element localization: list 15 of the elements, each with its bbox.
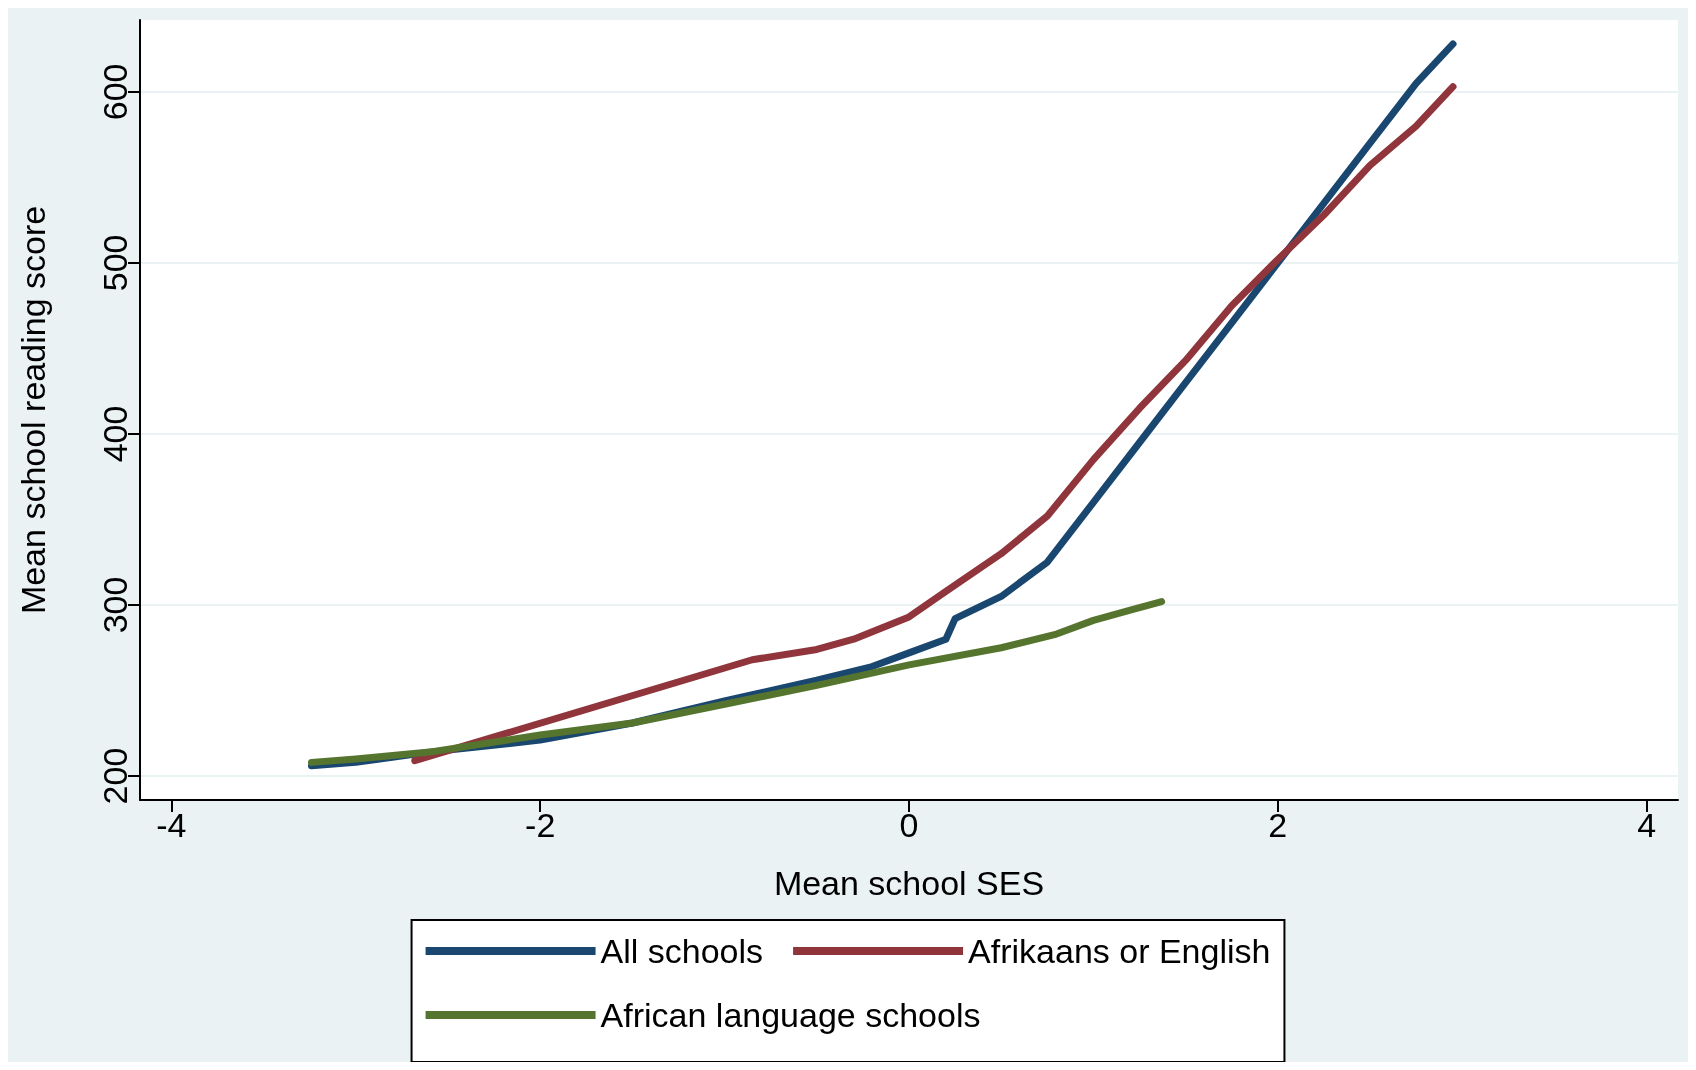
legend-label: Afrikaans or English	[968, 932, 1271, 970]
x-axis-title: Mean school SES	[773, 864, 1045, 902]
legend-label: All schools	[600, 932, 764, 970]
y-tick-label: 600	[96, 63, 134, 121]
legend-label: African language schools	[600, 996, 981, 1034]
y-tick-label: 400	[96, 405, 134, 463]
x-tick-label: 0	[899, 806, 919, 844]
y-axis-title: Mean school reading score	[14, 205, 52, 615]
x-tick-label: 4	[1637, 806, 1657, 844]
x-tick-label: -4	[156, 806, 187, 844]
y-tick-label: 300	[96, 576, 134, 634]
y-tick-label: 200	[96, 747, 134, 805]
y-tick-label: 500	[96, 234, 134, 292]
x-tick-label: -2	[525, 806, 556, 844]
x-tick-label: 2	[1268, 806, 1288, 844]
